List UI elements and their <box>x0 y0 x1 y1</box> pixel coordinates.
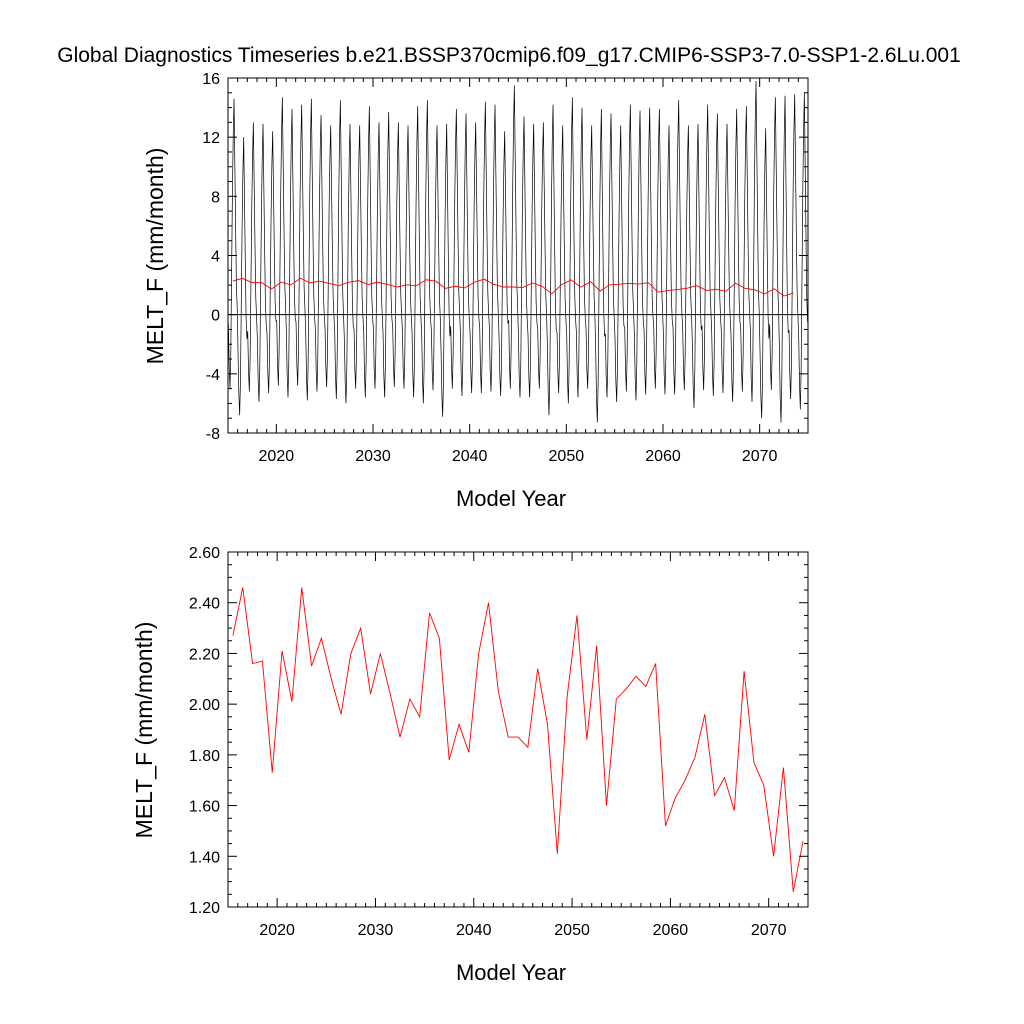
top-axes-ticks: 2020 2030 2040 2050 2060 2070 -8 -4 0 4 8 12 16 <box>202 71 809 465</box>
top-x-tick-label: 2020 <box>259 448 295 465</box>
bottom-annual-mean-line <box>232 587 804 892</box>
top-y-tick-label: 0 <box>211 308 220 325</box>
top-y-tick-label: 16 <box>202 71 220 88</box>
bottom-x-tick-label: 2060 <box>653 922 689 939</box>
bottom-y-tick-label: 1.20 <box>189 900 220 917</box>
bottom-plot-content <box>232 587 804 892</box>
bottom-x-tick-label: 2040 <box>456 922 492 939</box>
top-x-tick-label: 2030 <box>355 448 391 465</box>
bottom-y-tick-label: 2.40 <box>189 596 220 613</box>
top-y-tick-label: 8 <box>211 189 220 206</box>
top-monthly-series-line <box>228 80 808 423</box>
top-x-axis-label: Model Year <box>456 486 566 511</box>
bottom-x-tick-label: 2050 <box>554 922 590 939</box>
top-y-axis-label: MELT_F (mm/month) <box>142 148 168 365</box>
bottom-axes-ticks: 2020 2030 2040 2050 2060 2070 1.20 1.40 1.60 1.80… <box>189 545 809 939</box>
top-x-tick-label: 2060 <box>645 448 681 465</box>
top-annual-mean-line <box>232 277 794 297</box>
chart-title: Global Diagnostics Timeseries b.e21.BSSP… <box>57 44 961 67</box>
top-x-tick-label: 2050 <box>549 448 585 465</box>
top-plot-frame <box>227 77 809 434</box>
bottom-plot-frame <box>227 551 809 908</box>
bottom-y-tick-label: 2.20 <box>189 646 220 663</box>
bottom-x-tick-label: 2070 <box>751 922 787 939</box>
top-y-tick-label: 12 <box>202 130 220 147</box>
top-x-tick-label: 2070 <box>742 448 778 465</box>
top-y-tick-label: 4 <box>211 249 220 266</box>
bottom-y-tick-label: 2.60 <box>189 545 220 562</box>
bottom-x-tick-label: 2030 <box>358 922 394 939</box>
bottom-y-tick-label: 1.40 <box>189 849 220 866</box>
bottom-panel: 2020 2030 2040 2050 2060 2070 1.20 1.40 1.60 1.80… <box>131 545 809 985</box>
top-y-tick-label: -8 <box>206 426 220 443</box>
top-x-tick-label: 2040 <box>452 448 488 465</box>
bottom-y-axis-label: MELT_F (mm/month) <box>131 622 157 839</box>
top-y-tick-label: -4 <box>206 367 220 384</box>
bottom-y-tick-label: 1.80 <box>189 748 220 765</box>
top-panel: 2020 2030 2040 2050 2060 2070 -8 -4 0 4 8 12 16 MELT… <box>142 71 809 511</box>
bottom-x-tick-label: 2020 <box>259 922 295 939</box>
bottom-y-tick-label: 2.00 <box>189 697 220 714</box>
bottom-y-tick-label: 1.60 <box>189 799 220 816</box>
bottom-x-axis-label: Model Year <box>456 960 566 985</box>
top-plot-content <box>228 80 808 423</box>
